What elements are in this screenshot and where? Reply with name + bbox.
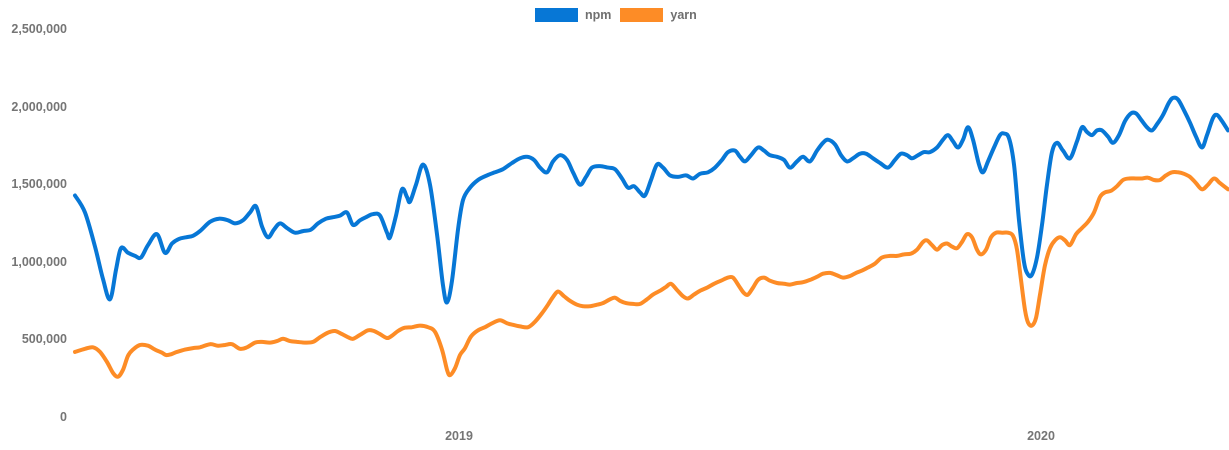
npm-series-line <box>73 95 1229 305</box>
y-axis-tick-label: 2,000,000 <box>11 99 67 114</box>
x-axis-tick-label: 2019 <box>445 429 473 443</box>
y-axis-tick-label: 500,000 <box>21 332 67 347</box>
legend-item-npm: npm <box>535 8 611 22</box>
y-axis-tick-label: 1,000,000 <box>11 254 67 269</box>
legend-item-yarn: yarn <box>620 8 697 22</box>
npm-color-swatch <box>535 8 578 22</box>
y-axis-tick-label: 0 <box>60 409 67 424</box>
yarn-series-line <box>73 169 1229 379</box>
legend-label: npm <box>585 8 612 22</box>
x-axis-tick-label: 2020 <box>1027 429 1055 443</box>
y-axis-tick-label: 2,500,000 <box>11 22 67 37</box>
y-axis-tick-label: 1,500,000 <box>11 177 67 192</box>
chart-legend: npm yarn <box>535 8 697 22</box>
yarn-color-swatch <box>620 8 664 22</box>
legend-label: yarn <box>670 8 697 22</box>
